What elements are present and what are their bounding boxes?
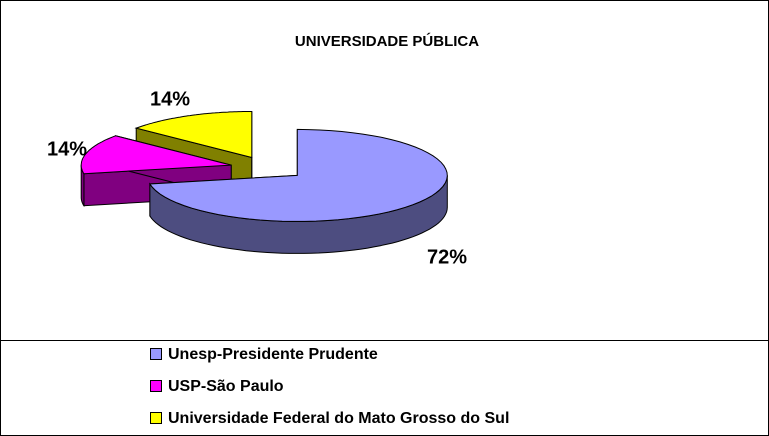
chart-title: UNIVERSIDADE PÚBLICA [295, 32, 479, 50]
legend-label: USP-São Paulo [168, 378, 284, 395]
legend-swatch [150, 380, 162, 392]
slice-face [148, 128, 448, 222]
data-label: 72% [427, 246, 467, 268]
legend-box [0, 340, 769, 436]
pie-slice [148, 128, 448, 254]
legend-label: Unesp-Presidente Prudente [168, 346, 378, 363]
legend-swatch [150, 348, 162, 360]
slice-face [134, 111, 253, 159]
data-label: 14% [150, 88, 190, 110]
legend-swatch [150, 412, 162, 424]
slice-face [80, 135, 232, 175]
data-label: 14% [47, 138, 87, 160]
legend-label: Universidade Federal do Mato Grosso do S… [168, 410, 509, 427]
